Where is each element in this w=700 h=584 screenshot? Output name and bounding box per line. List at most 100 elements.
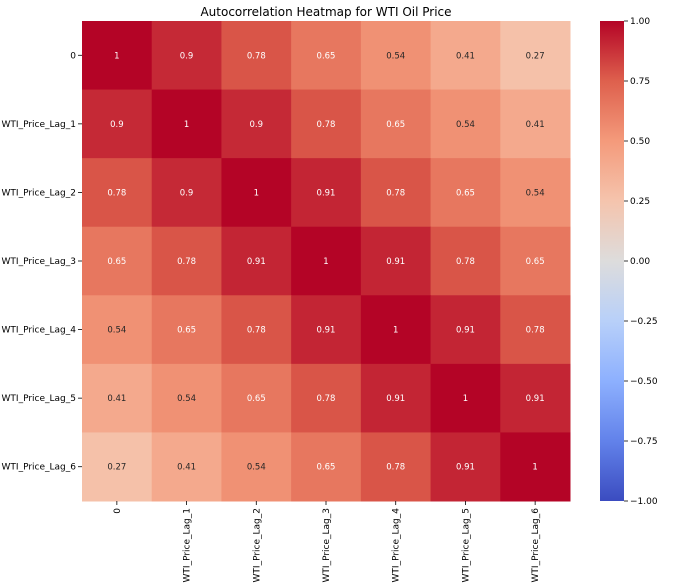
cell-value-label: 0.78 [247, 51, 266, 61]
cell-value-label: 0.9 [250, 120, 264, 130]
colorbar-tick-label: 0.50 [630, 137, 650, 147]
cell-value-label: 0.54 [386, 51, 405, 61]
cell-value-label: 0.27 [107, 463, 126, 473]
colorbar-tick-label: 0.75 [630, 77, 650, 87]
cell-value-label: 0.78 [317, 120, 336, 130]
row-tick-label: WTI_Price_Lag_5 [2, 394, 76, 404]
cell-value-label: 0.91 [386, 257, 405, 267]
heatmap-cell [151, 158, 222, 228]
cell-value-label: 0.91 [317, 326, 336, 336]
heatmap-cell [500, 226, 571, 296]
heatmap-cell [360, 295, 432, 365]
row-tick-label: WTI_Price_Lag_6 [2, 463, 77, 473]
heatmap-cell [360, 89, 432, 159]
row-tick-labels: 0 WTI_Price_Lag_1 WTI_Price_Lag_2 WTI_Price… [2, 51, 82, 473]
heatmap-cell [500, 295, 571, 365]
cell-value-label: 0.54 [247, 463, 266, 473]
cell-value-label: 0.78 [526, 326, 545, 336]
heatmap-cell [500, 432, 571, 502]
colorbar-tick-label: −1.00 [630, 497, 658, 507]
cell-value-label: 0.65 [456, 188, 475, 198]
cell-value-label: 0.65 [386, 120, 405, 130]
heatmap-cell [151, 89, 222, 159]
cell-value-label: 0.54 [107, 326, 126, 336]
cell-value-label: 0.41 [526, 120, 545, 130]
cell-value-label: 1 [463, 394, 468, 404]
heatmap-cell [291, 226, 362, 296]
cell-value-label: 0.78 [247, 326, 266, 336]
heatmap-cell [151, 295, 222, 365]
column-tick-label: WTI_Price_Lag_3 [322, 508, 332, 582]
row-tick-label: WTI_Price_Lag_3 [2, 257, 76, 267]
colorbar-tick-label: 1.00 [630, 17, 650, 27]
heatmap-cell [360, 363, 432, 433]
column-tick-label: WTI_Price_Lag_5 [461, 508, 471, 582]
cell-value-label: 0.54 [177, 394, 196, 404]
cell-value-label: 0.9 [110, 120, 124, 130]
cell-value-label: 0.91 [456, 463, 475, 473]
heatmap-cell [82, 89, 153, 159]
cell-value-label: 0.91 [386, 394, 405, 404]
cell-value-label: 0.65 [177, 326, 196, 336]
cell-value-label: 1 [323, 257, 328, 267]
heatmap-cell [291, 89, 362, 159]
cell-value-label: 0.78 [107, 188, 126, 198]
heatmap-cell [430, 295, 501, 365]
cell-value-label: 0.78 [317, 394, 336, 404]
heatmap-cell [221, 295, 292, 365]
heatmap-cell [221, 432, 292, 502]
cell-value-label: 0.65 [317, 463, 336, 473]
cell-value-label: 0.91 [247, 257, 266, 267]
cell-value-label: 0.54 [456, 120, 475, 130]
column-tick-label: 0 [113, 508, 123, 514]
cell-value-label: 0.91 [456, 326, 475, 336]
cell-value-label: 0.91 [317, 188, 336, 198]
heatmap-cell [82, 21, 153, 91]
heatmap-cell [430, 158, 501, 228]
heatmap-cell [291, 158, 362, 228]
cell-value-label: 0.9 [180, 188, 194, 198]
heatmap-cell [291, 21, 362, 91]
column-tick-label: WTI_Price_Lag_2 [252, 508, 262, 582]
heatmap-cell [430, 363, 501, 433]
cell-value-label: 0.41 [177, 463, 196, 473]
colorbar-tick-label: 0.00 [630, 257, 650, 267]
heatmap-cell [151, 21, 222, 91]
colorbar-tick-label: 0.25 [630, 197, 650, 207]
heatmap-cell [221, 226, 292, 296]
cell-value-label: 1 [393, 326, 398, 336]
heatmap-cell [221, 363, 292, 433]
heatmap-cell [151, 226, 222, 296]
heatmap-cell [360, 21, 432, 91]
heatmap-cell [291, 363, 362, 433]
cell-value-label: 0.65 [107, 257, 126, 267]
column-tick-labels: 0 WTI_Price_Lag_1 WTI_Price_Lag_2 WTI_Price… [113, 501, 541, 582]
heatmap-cell [82, 158, 153, 228]
heatmap-cell [82, 226, 153, 296]
heatmap-cell [360, 226, 432, 296]
heatmap-cell [430, 226, 501, 296]
heatmap-cell [360, 432, 432, 502]
cell-value-label: 1 [532, 463, 537, 473]
heatmap-cell [221, 89, 292, 159]
cell-value-label: 0.91 [526, 394, 545, 404]
cell-value-label: 0.65 [247, 394, 266, 404]
cell-value-label: 1 [254, 188, 259, 198]
heatmap-cell [500, 21, 571, 91]
heatmap-cells: 1 0.9 0.78 0.65 0.54 0.41 0.270.9 1 0.9 0.78 0.65 0… [82, 21, 571, 502]
column-tick-label: WTI_Price_Lag_4 [392, 508, 402, 583]
cell-value-label: 0.41 [456, 51, 475, 61]
cell-value-label: 0.9 [180, 51, 194, 61]
row-tick-label: WTI_Price_Lag_1 [2, 120, 76, 130]
cell-value-label: 0.78 [456, 257, 475, 267]
heatmap-cell [291, 432, 362, 502]
colorbar-tick-label: −0.25 [630, 317, 658, 327]
cell-value-label: 1 [114, 51, 119, 61]
colorbar-tick-label: −0.50 [630, 377, 658, 387]
heatmap-cell [82, 363, 153, 433]
heatmap-cell [500, 89, 571, 159]
column-tick-label: WTI_Price_Lag_1 [183, 508, 193, 582]
heatmap-cell [82, 432, 153, 502]
colorbar-tick-label: −0.75 [630, 437, 658, 447]
